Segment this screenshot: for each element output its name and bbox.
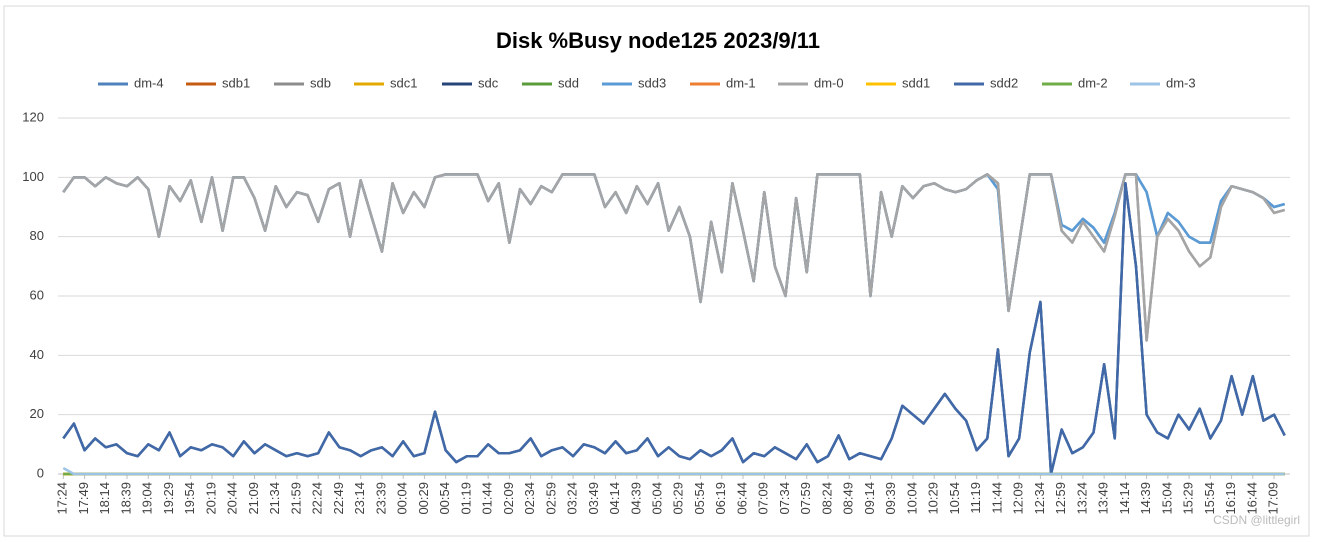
y-tick-label: 0 (37, 465, 44, 480)
x-tick-label: 17:24 (55, 482, 70, 515)
y-tick-label: 80 (30, 228, 44, 243)
x-tick-label: 19:29 (161, 482, 176, 515)
x-tick-label: 17:09 (1266, 482, 1281, 515)
x-tick-label: 05:04 (650, 482, 665, 515)
x-tick-label: 21:09 (246, 482, 261, 515)
x-tick-label: 18:39 (118, 482, 133, 515)
x-tick-label: 15:54 (1202, 482, 1217, 515)
x-tick-label: 21:34 (267, 482, 282, 515)
x-tick-label: 11:19 (968, 482, 983, 514)
x-tick-label: 23:39 (373, 482, 388, 515)
x-tick-label: 14:14 (1117, 482, 1132, 515)
y-tick-label: 40 (30, 347, 44, 362)
x-tick-label: 05:54 (692, 482, 707, 515)
legend-label: dm-0 (814, 75, 844, 90)
x-tick-label: 07:09 (756, 482, 771, 515)
x-tick-label: 10:04 (904, 482, 919, 515)
x-tick-label: 01:19 (458, 482, 473, 515)
x-tick-label: 15:04 (1159, 482, 1174, 515)
legend-label: sdc (478, 75, 499, 90)
legend-label: dm-1 (726, 75, 756, 90)
x-tick-label: 21:59 (288, 482, 303, 515)
x-tick-label: 06:44 (734, 482, 749, 515)
legend-label: sdc1 (390, 75, 417, 90)
legend-label: sdd1 (902, 75, 930, 90)
x-tick-label: 15:29 (1181, 482, 1196, 515)
x-tick-label: 19:54 (182, 482, 197, 515)
series-line (62, 173, 1286, 342)
watermark: CSDN @littlegirl (1213, 513, 1300, 527)
x-tick-label: 09:39 (883, 482, 898, 515)
x-tick-label: 04:39 (628, 482, 643, 515)
x-tick-label: 11:44 (989, 482, 1004, 514)
legend-label: sdd (558, 75, 579, 90)
x-tick-label: 14:39 (1138, 482, 1153, 515)
x-tick-label: 02:34 (522, 482, 537, 515)
chart-title: Disk %Busy node125 2023/9/11 (496, 28, 820, 53)
x-tick-label: 07:34 (777, 482, 792, 515)
series-line (62, 466, 1285, 476)
x-tick-label: 01:44 (480, 482, 495, 515)
x-tick-label: 08:49 (841, 482, 856, 515)
x-tick-label: 00:29 (416, 482, 431, 515)
x-tick-label: 12:09 (1011, 482, 1026, 515)
x-tick-label: 09:14 (862, 482, 877, 515)
x-tick-label: 04:14 (607, 482, 622, 515)
x-tick-label: 16:44 (1244, 482, 1259, 515)
x-tick-label: 06:19 (713, 482, 728, 515)
series-line (62, 182, 1286, 476)
x-tick-label: 18:14 (97, 482, 112, 515)
legend-label: sdb (310, 75, 331, 90)
x-tick-label: 22:24 (310, 482, 325, 515)
x-tick-label: 08:24 (819, 482, 834, 515)
y-tick-label: 20 (30, 406, 44, 421)
y-tick-label: 100 (22, 169, 44, 184)
x-tick-label: 16:19 (1223, 482, 1238, 515)
x-tick-label: 13:24 (1074, 482, 1089, 515)
x-tick-label: 02:59 (543, 482, 558, 515)
x-tick-label: 03:49 (586, 482, 601, 515)
x-tick-label: 10:54 (947, 482, 962, 515)
x-tick-label: 12:59 (1053, 482, 1068, 515)
x-tick-label: 10:29 (926, 482, 941, 515)
x-tick-label: 20:44 (225, 482, 240, 515)
x-tick-label: 12:34 (1032, 482, 1047, 515)
legend-label: dm-4 (134, 75, 164, 90)
legend-label: dm-2 (1078, 75, 1108, 90)
x-tick-label: 00:54 (437, 482, 452, 515)
legend-label: sdd3 (638, 75, 666, 90)
x-tick-label: 22:49 (331, 482, 346, 515)
y-tick-label: 60 (30, 287, 44, 302)
x-tick-label: 02:09 (501, 482, 516, 515)
x-tick-label: 13:49 (1096, 482, 1111, 515)
y-tick-label: 120 (22, 109, 44, 124)
x-tick-label: 20:19 (203, 482, 218, 515)
legend-label: sdb1 (222, 75, 250, 90)
x-tick-label: 23:14 (352, 482, 367, 515)
x-tick-label: 19:04 (140, 482, 155, 515)
x-tick-label: 03:24 (565, 482, 580, 515)
x-tick-label: 07:59 (798, 482, 813, 515)
x-tick-label: 00:04 (395, 482, 410, 515)
x-tick-label: 05:29 (671, 482, 686, 515)
legend-label: sdd2 (990, 75, 1018, 90)
legend-label: dm-3 (1166, 75, 1196, 90)
x-tick-label: 17:49 (76, 482, 91, 515)
